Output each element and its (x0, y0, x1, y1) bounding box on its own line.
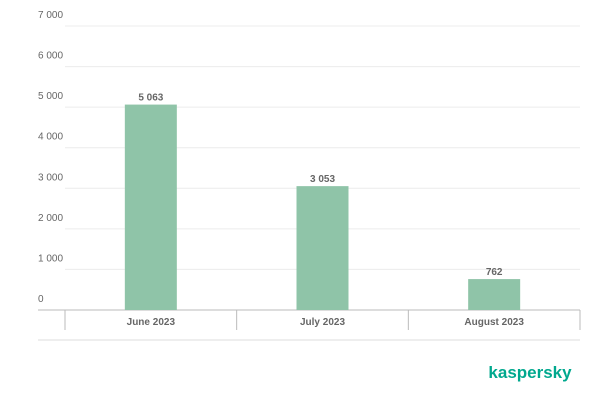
value-label: 3 053 (310, 174, 335, 185)
value-label: 762 (486, 267, 503, 278)
x-tick-label: June 2023 (127, 317, 176, 328)
y-tick-label: 2 000 (38, 213, 63, 224)
bar (124, 104, 177, 311)
y-tick-label: 1 000 (38, 253, 63, 264)
x-tick-label: August 2023 (464, 317, 524, 328)
y-tick-label: 3 000 (38, 172, 63, 183)
bar (468, 279, 521, 310)
brand-logo: kaspersky (488, 363, 572, 382)
value-label: 5 063 (138, 93, 163, 104)
y-tick-label: 5 000 (38, 91, 63, 102)
x-tick-label: July 2023 (300, 317, 345, 328)
y-tick-label: 6 000 (38, 51, 63, 62)
y-tick-label: 0 (38, 294, 44, 305)
y-tick-label: 4 000 (38, 132, 63, 143)
y-tick-label: 7 000 (38, 10, 63, 21)
bar (296, 186, 349, 310)
